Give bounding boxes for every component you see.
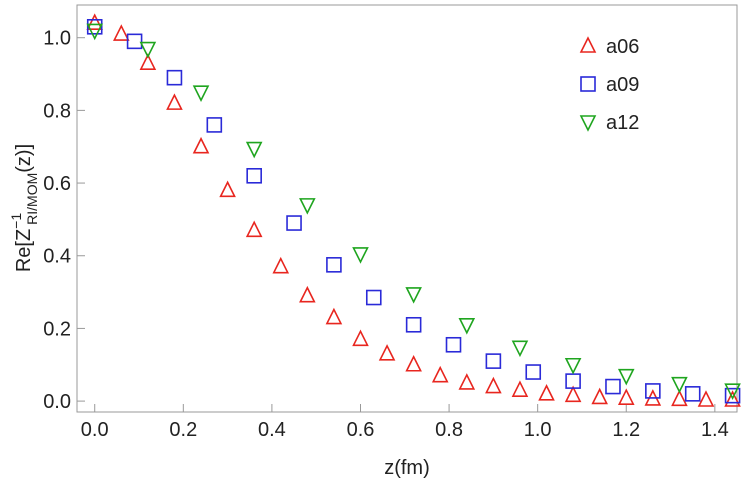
x-axis-label: z(fm) bbox=[384, 457, 430, 479]
marker bbox=[352, 247, 369, 264]
marker bbox=[525, 364, 542, 380]
x-tick-label: 0.4 bbox=[258, 419, 286, 441]
y-label-tail: (z)] bbox=[13, 144, 35, 173]
marker bbox=[724, 383, 741, 400]
marker bbox=[192, 85, 210, 103]
y-label-sup: −1 bbox=[8, 213, 24, 229]
x-tick-label: 1.2 bbox=[612, 419, 640, 441]
marker bbox=[485, 376, 502, 394]
marker bbox=[325, 307, 343, 325]
marker bbox=[192, 136, 210, 154]
marker bbox=[113, 24, 130, 41]
marker bbox=[272, 256, 290, 274]
marker bbox=[617, 388, 635, 405]
x-tick-label: 0.6 bbox=[347, 419, 375, 441]
marker bbox=[365, 289, 382, 306]
legend-label: a12 bbox=[606, 112, 639, 134]
marker bbox=[671, 389, 688, 407]
marker bbox=[724, 390, 741, 407]
marker bbox=[591, 387, 608, 405]
marker bbox=[671, 376, 688, 394]
y-label-base: Re[Z bbox=[13, 229, 35, 272]
y-tick-label: 0.6 bbox=[43, 173, 71, 195]
plot-frame bbox=[76, 4, 738, 413]
legend-label: a09 bbox=[606, 74, 639, 96]
marker bbox=[617, 368, 635, 386]
marker bbox=[579, 36, 597, 53]
marker bbox=[139, 53, 157, 70]
marker bbox=[378, 344, 396, 361]
marker bbox=[564, 385, 582, 403]
x-tick-label: 0.2 bbox=[169, 419, 197, 441]
marker bbox=[166, 93, 183, 110]
y-tick-label: 0.8 bbox=[43, 100, 71, 122]
marker bbox=[564, 357, 582, 375]
y-axis-label: Re[Z−1RI/MOM(z)] bbox=[8, 144, 40, 272]
marker bbox=[166, 69, 183, 86]
y-label-sub: RI/MOM bbox=[24, 173, 40, 225]
marker bbox=[645, 383, 661, 399]
marker bbox=[485, 353, 502, 369]
marker bbox=[86, 13, 104, 30]
y-tick-label: 0.2 bbox=[43, 318, 71, 340]
marker bbox=[431, 365, 449, 383]
x-tick-label: 1.0 bbox=[524, 419, 552, 441]
marker bbox=[538, 384, 555, 401]
marker bbox=[684, 386, 701, 402]
marker bbox=[286, 215, 302, 231]
marker bbox=[724, 387, 741, 404]
marker bbox=[219, 180, 236, 198]
x-tick-label: 0.8 bbox=[435, 419, 463, 441]
marker bbox=[405, 316, 422, 333]
marker bbox=[352, 329, 369, 347]
marker bbox=[245, 220, 263, 238]
marker bbox=[206, 117, 223, 133]
marker bbox=[299, 198, 316, 215]
marker bbox=[326, 257, 342, 273]
marker bbox=[86, 19, 103, 35]
marker bbox=[445, 336, 462, 353]
y-tick-label: 1.0 bbox=[43, 28, 71, 50]
x-tick-label: 1.4 bbox=[701, 419, 729, 441]
marker bbox=[605, 378, 621, 395]
marker bbox=[458, 373, 476, 390]
marker bbox=[405, 354, 422, 372]
marker bbox=[299, 285, 316, 303]
y-tick-label: 0.0 bbox=[43, 391, 71, 413]
marker bbox=[579, 115, 597, 132]
marker bbox=[86, 23, 104, 41]
marker bbox=[245, 141, 263, 159]
legend-label: a06 bbox=[606, 36, 639, 58]
marker bbox=[580, 76, 596, 92]
marker bbox=[405, 287, 422, 304]
marker bbox=[126, 33, 143, 50]
marker bbox=[246, 167, 262, 184]
marker bbox=[458, 317, 476, 335]
y-tick-label: 0.4 bbox=[43, 246, 71, 268]
marker bbox=[511, 380, 529, 397]
x-tick-label: 0.0 bbox=[81, 419, 109, 441]
marker bbox=[139, 41, 157, 59]
marker bbox=[511, 340, 529, 358]
marker bbox=[697, 390, 715, 407]
